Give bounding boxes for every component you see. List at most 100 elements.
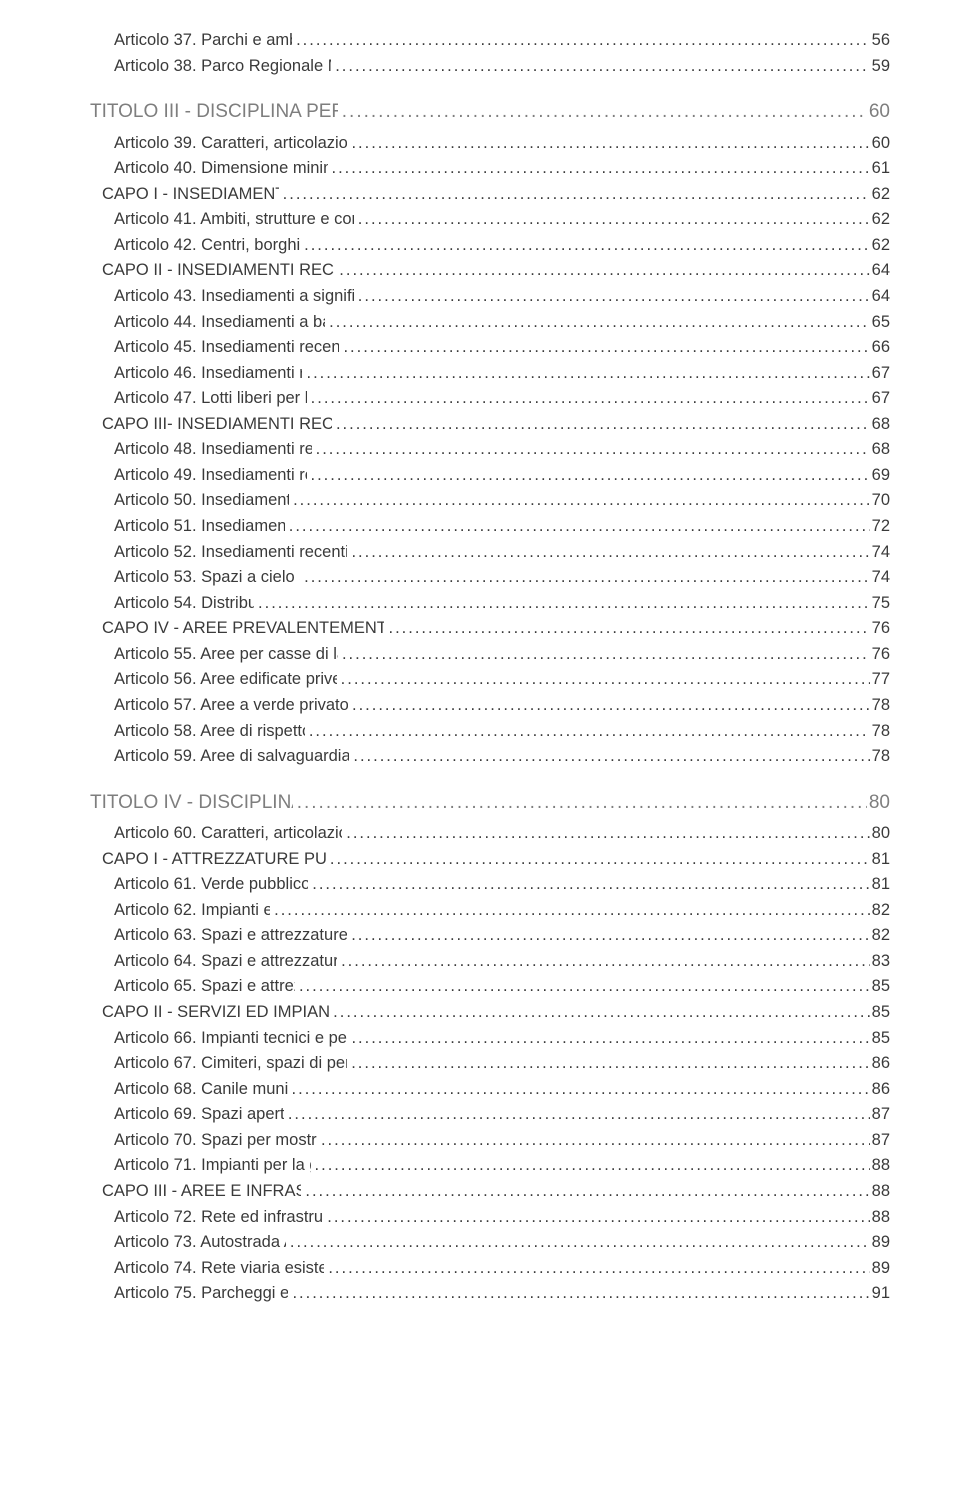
- toc-entry-page: 74: [870, 540, 890, 566]
- toc-entry-label: Articolo 71. Impianti per la gestione de…: [114, 1153, 311, 1179]
- toc-entry-label: Articolo 57. Aree a verde privato, di pr…: [114, 693, 348, 719]
- toc-leader-dots: [311, 1153, 870, 1179]
- toc-entry-page: 67: [870, 386, 890, 412]
- toc-entry-page: 72: [870, 514, 890, 540]
- toc-entry-label: CAPO I - INSEDIAMENTI DI IMPIANTO STORIC…: [102, 182, 279, 208]
- toc-entry-label: Articolo 42. Centri, borghi e nuclei di …: [114, 233, 300, 259]
- toc-entry: Articolo 40. Dimensione minima delle Uni…: [90, 156, 890, 182]
- toc-entry: CAPO II - SERVIZI ED IMPIANTI PER L'EFFI…: [90, 1000, 890, 1026]
- toc-entry: Articolo 54. Distributori di carburante …: [90, 591, 890, 617]
- table-of-contents: Articolo 37. Parchi e ambiti speciali in…: [90, 28, 890, 1307]
- toc-entry-label: Articolo 68. Canile municipale e/o compr…: [114, 1077, 288, 1103]
- toc-leader-dots: [347, 1026, 869, 1052]
- toc-entry-page: 76: [870, 616, 890, 642]
- toc-entry-label: Articolo 54. Distributori di carburante …: [114, 591, 254, 617]
- toc-leader-dots: [301, 1179, 869, 1205]
- toc-entry-label: Articolo 45. Insediamenti recenti in amb…: [114, 335, 339, 361]
- toc-entry-label: Articolo 70. Spazi per mostre, fiere ed …: [114, 1128, 317, 1154]
- toc-entry-label: CAPO II - INSEDIAMENTI RECENTI PREVALENT…: [102, 258, 335, 284]
- toc-entry-label: Articolo 72. Rete ed infrastrutture ferr…: [114, 1205, 323, 1231]
- toc-entry-page: 85: [870, 1026, 890, 1052]
- toc-leader-dots: [326, 847, 870, 873]
- toc-leader-dots: [384, 616, 869, 642]
- toc-entry: Articolo 71. Impianti per la gestione de…: [90, 1153, 890, 1179]
- toc-entry-page: 64: [870, 284, 890, 310]
- toc-leader-dots: [288, 1281, 869, 1307]
- toc-entry-page: 62: [870, 233, 890, 259]
- toc-entry-label: TITOLO IV - DISCIPLINA DELLE DOTAZIONI T…: [90, 788, 293, 817]
- toc-entry-label: Articolo 73. Autostrada A11 e relativa f…: [114, 1230, 286, 1256]
- toc-entry-page: 59: [870, 54, 890, 80]
- toc-entry: Articolo 45. Insediamenti recenti in amb…: [90, 335, 890, 361]
- toc-entry: Articolo 57. Aree a verde privato, di pr…: [90, 693, 890, 719]
- toc-entry-page: 85: [870, 974, 890, 1000]
- toc-entry-label: CAPO I - ATTREZZATURE PUBBLICHE E DI INT…: [102, 847, 326, 873]
- toc-entry-page: 76: [870, 642, 890, 668]
- toc-entry: Articolo 51. Insediamenti recenti turist…: [90, 514, 890, 540]
- toc-entry: Articolo 60. Caratteri, articolazione e …: [90, 821, 890, 847]
- toc-entry-page: 88: [870, 1179, 890, 1205]
- toc-leader-dots: [312, 437, 870, 463]
- toc-entry-page: 66: [870, 335, 890, 361]
- toc-leader-dots: [342, 821, 869, 847]
- toc-entry: Articolo 38. Parco Regionale Migliarino,…: [90, 54, 890, 80]
- toc-entry-page: 83: [870, 949, 890, 975]
- toc-entry-page: 88: [870, 1205, 890, 1231]
- toc-entry-label: CAPO III - AREE E INFRASTRUTTURE PER LA …: [102, 1179, 301, 1205]
- toc-leader-dots: [347, 1051, 869, 1077]
- toc-entry-label: Articolo 61. Verde pubblico, piazze e sp…: [114, 872, 308, 898]
- toc-entry-page: 60: [867, 97, 890, 126]
- toc-entry-label: CAPO IV - AREE PREVALENTEMENTE INEDIFICA…: [102, 616, 384, 642]
- toc-leader-dots: [354, 284, 870, 310]
- toc-entry: Articolo 42. Centri, borghi e nuclei di …: [90, 233, 890, 259]
- toc-entry: Articolo 58. Aree di rispetto e ambienta…: [90, 719, 890, 745]
- toc-leader-dots: [286, 1230, 870, 1256]
- toc-entry: Articolo 68. Canile municipale e/o compr…: [90, 1077, 890, 1103]
- toc-leader-dots: [347, 540, 869, 566]
- toc-entry-label: Articolo 44. Insediamenti a bassa comple…: [114, 310, 325, 336]
- toc-entry: Articolo 50. Insediamenti recenti produt…: [90, 488, 890, 514]
- toc-entry: Articolo 65. Spazi e attrezzature per l'…: [90, 974, 890, 1000]
- toc-entry-label: Articolo 56. Aree edificate prive di imp…: [114, 667, 337, 693]
- toc-entry-label: Articolo 69. Spazi aperti per spettacoli…: [114, 1102, 284, 1128]
- toc-leader-dots: [332, 412, 870, 438]
- toc-leader-dots: [338, 642, 870, 668]
- toc-leader-dots: [284, 1102, 870, 1128]
- toc-leader-dots: [339, 335, 869, 361]
- toc-leader-dots: [329, 1000, 869, 1026]
- toc-leader-dots: [347, 923, 869, 949]
- toc-entry: Articolo 64. Spazi e attrezzature di int…: [90, 949, 890, 975]
- toc-entry: Articolo 67. Cimiteri, spazi di pertinen…: [90, 1051, 890, 1077]
- toc-entry-label: Articolo 40. Dimensione minima delle Uni…: [114, 156, 328, 182]
- toc-entry: CAPO II - INSEDIAMENTI RECENTI PREVALENT…: [90, 258, 890, 284]
- toc-leader-dots: [308, 872, 869, 898]
- toc-entry-page: 68: [870, 437, 890, 463]
- toc-entry-label: Articolo 60. Caratteri, articolazione e …: [114, 821, 342, 847]
- toc-entry-label: Articolo 67. Cimiteri, spazi di pertinen…: [114, 1051, 347, 1077]
- toc-entry-page: 87: [870, 1128, 890, 1154]
- toc-leader-dots: [324, 1256, 869, 1282]
- toc-entry-page: 81: [870, 847, 890, 873]
- toc-entry-label: CAPO III- INSEDIAMENTI RECENTI PREVALENT…: [102, 412, 332, 438]
- toc-entry-label: Articolo 59. Aree di salvaguardia e rise…: [114, 744, 349, 770]
- toc-leader-dots: [349, 744, 869, 770]
- toc-entry-page: 81: [870, 872, 890, 898]
- toc-entry: Articolo 49. Insediamenti recenti commer…: [90, 463, 890, 489]
- toc-entry-page: 86: [870, 1051, 890, 1077]
- toc-entry: Articolo 43. Insediamenti a significativ…: [90, 284, 890, 310]
- toc-entry-page: 62: [870, 207, 890, 233]
- toc-entry-label: Articolo 43. Insediamenti a significativ…: [114, 284, 354, 310]
- toc-leader-dots: [331, 54, 869, 80]
- toc-entry: Articolo 62. Impianti e attrezzature spo…: [90, 898, 890, 924]
- toc-leader-dots: [325, 310, 870, 336]
- toc-entry-page: 89: [870, 1256, 890, 1282]
- toc-entry: Articolo 52. Insediamenti recenti per at…: [90, 540, 890, 566]
- toc-entry: Articolo 70. Spazi per mostre, fiere ed …: [90, 1128, 890, 1154]
- toc-entry-page: 78: [870, 719, 890, 745]
- toc-entry-page: 60: [870, 131, 890, 157]
- toc-entry: Articolo 41. Ambiti, strutture e comples…: [90, 207, 890, 233]
- toc-entry-label: TITOLO III - DISCIPLINA PER LA GESTIONE …: [90, 97, 338, 126]
- toc-leader-dots: [270, 898, 870, 924]
- toc-leader-dots: [293, 788, 867, 817]
- toc-entry: Articolo 63. Spazi e attrezzature per l'…: [90, 923, 890, 949]
